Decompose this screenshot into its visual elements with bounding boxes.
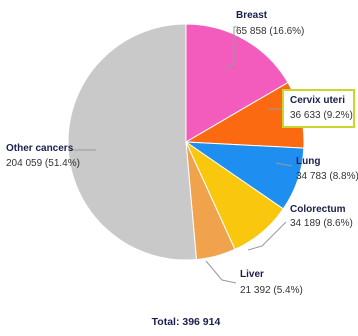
leader-line-colorectum [247,221,287,251]
total-label: Total: 396 914 [152,316,221,328]
slice-value-colorectum: 34 189 (8.6%) [290,218,353,229]
slice-name-other-cancers: Other cancers [6,143,74,154]
slice-value-liver: 21 392 (5.4%) [240,285,303,296]
pie-slices [67,23,305,261]
slice-name-liver: Liver [240,269,264,280]
slice-value-lung: 34 783 (8.8%) [296,171,358,182]
slice-name-colorectum: Colorectum [290,204,346,215]
slice-name-breast: Breast [236,10,268,21]
leader-line-lung [275,162,293,167]
slice-value-breast: 65 858 (16.6%) [236,26,304,37]
pie-slice-breast [185,23,289,143]
leader-line-breast [225,26,238,71]
slice-labels: Breast 65 858 (16.6%) Cervix uteri 36 633 (… [6,10,358,296]
leader-line-liver [205,260,237,284]
highlight-box-cervix-uteri [282,89,355,128]
leader-lines [70,26,293,284]
slice-name-lung: Lung [296,156,320,167]
pie-slice-other-cancers [67,23,197,261]
slice-value-cervix-uteri: 36 633 (9.2%) [290,110,353,121]
slice-name-cervix-uteri: Cervix uteri [290,95,345,106]
slice-value-other-cancers: 204 059 (51.4%) [6,158,80,169]
